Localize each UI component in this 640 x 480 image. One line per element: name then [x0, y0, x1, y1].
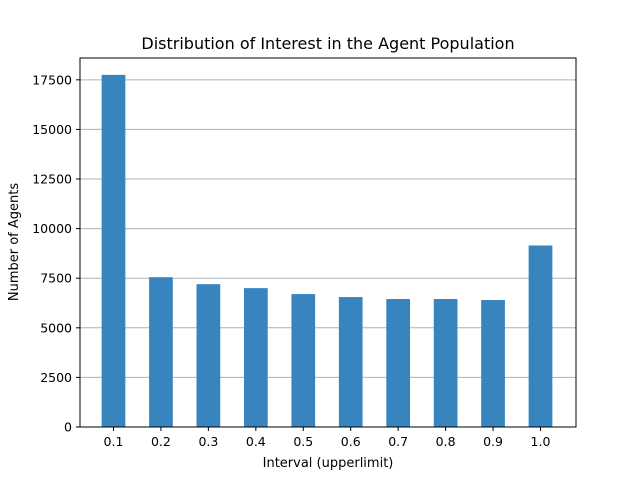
bar-1.0: [528, 245, 553, 427]
x-tick-label: 0.4: [246, 434, 266, 449]
y-tick-label: 12500: [32, 172, 72, 187]
y-tick-label: 17500: [32, 72, 72, 87]
y-axis-ticks: 0 2500 5000 7500 10000 12500 15000 17500: [32, 72, 80, 435]
bar-0.4: [243, 288, 268, 427]
y-axis-label: Number of Agents: [7, 183, 22, 301]
y-tick-label: 15000: [32, 122, 72, 137]
bar-0.1: [101, 74, 126, 427]
x-tick-label: 0.3: [198, 434, 218, 449]
bars: [101, 74, 553, 427]
bar-0.7: [386, 299, 411, 427]
chart-title: Distribution of Interest in the Agent Po…: [141, 34, 514, 53]
x-tick-label: 0.6: [341, 434, 361, 449]
bar-0.3: [196, 284, 221, 427]
y-tick-label: 7500: [40, 271, 72, 286]
bar-0.5: [291, 294, 316, 427]
bar-0.8: [433, 299, 458, 427]
y-tick-label: 5000: [40, 320, 72, 335]
y-tick-label: 2500: [40, 370, 72, 385]
bar-0.9: [481, 300, 505, 427]
x-tick-label: 0.1: [104, 434, 124, 449]
x-tick-label: 0.9: [483, 434, 503, 449]
bar-0.2: [149, 277, 173, 427]
y-tick-label: 0: [64, 420, 72, 435]
x-tick-label: 0.5: [293, 434, 313, 449]
y-tick-label: 10000: [32, 221, 72, 236]
x-axis-label: Interval (upperlimit): [263, 456, 394, 471]
x-tick-label: 0.8: [436, 434, 456, 449]
plot-frame: [79, 57, 577, 428]
x-tick-label: 0.2: [151, 434, 171, 449]
x-axis-ticks: 0.1 0.2 0.3 0.4 0.5 0.6 0.7 0.8 0.9 1.0: [104, 427, 551, 449]
x-tick-label: 0.7: [388, 434, 408, 449]
bar-0.6: [338, 297, 363, 427]
x-tick-label: 1.0: [531, 434, 551, 449]
